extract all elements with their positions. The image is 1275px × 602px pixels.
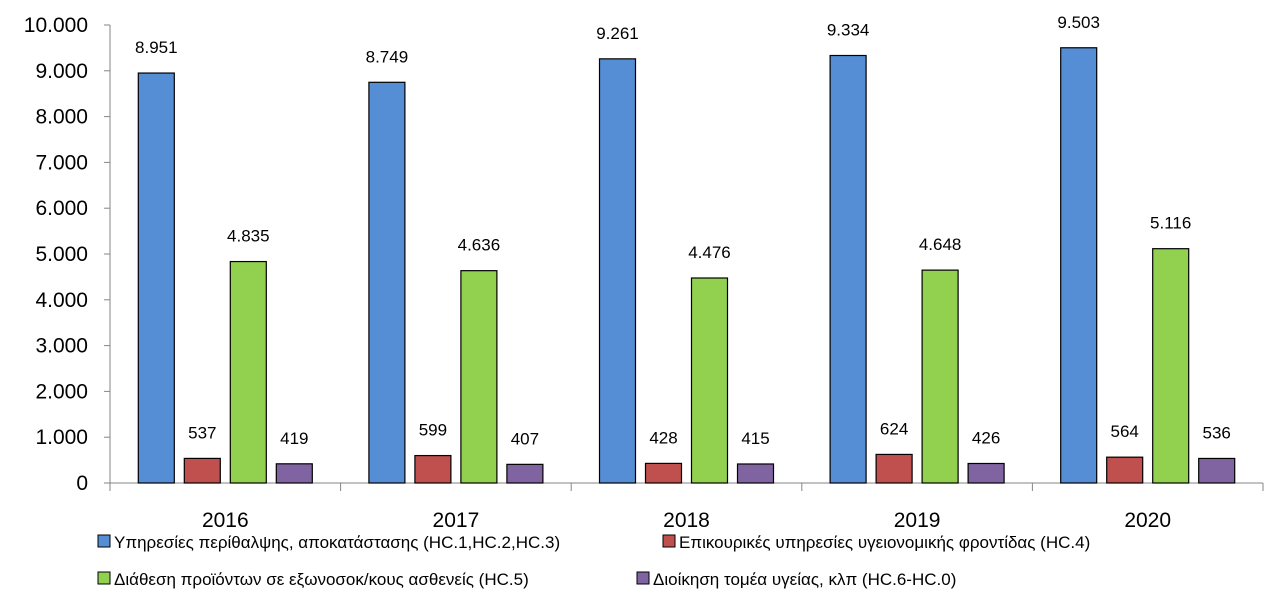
y-tick-label: 9.000 — [35, 60, 88, 83]
legend: Υπηρεσίες περίθαλψης, αποκατάστασης (HC.… — [97, 533, 1090, 589]
data-label: 419 — [280, 429, 308, 448]
legend-item: Επικουρικές υπηρεσίες υγειονομικής φροντ… — [662, 533, 1090, 552]
bar — [229, 260, 267, 484]
bar — [1152, 248, 1190, 484]
legend-label: Υπηρεσίες περίθαλψης, αποκατάστασης (HC.… — [114, 533, 560, 552]
bar — [275, 463, 313, 484]
bar — [829, 54, 867, 484]
bar — [506, 463, 544, 484]
data-label: 426 — [972, 428, 1000, 447]
data-label: 4.636 — [458, 236, 501, 255]
legend-label: Διοίκηση τομέα υγείας, κλπ (HC.6-HC.0) — [653, 570, 956, 589]
bar — [644, 462, 683, 484]
bar — [1060, 47, 1098, 484]
y-axis: 0 1.000 2.000 3.000 4.000 5.000 6.000 7.000 8.00… — [24, 14, 111, 495]
data-label: 4.648 — [919, 235, 962, 254]
y-tick-label: 2.000 — [35, 380, 88, 403]
bar — [368, 81, 406, 484]
data-label: 8.749 — [366, 47, 409, 66]
data-label: 415 — [741, 429, 769, 448]
bar — [1198, 457, 1236, 484]
bar — [460, 270, 498, 484]
legend-swatch — [97, 534, 111, 548]
data-label: 407 — [511, 429, 539, 448]
data-label: 5.116 — [1150, 214, 1191, 233]
y-tick-label: 10.000 — [24, 14, 88, 37]
data-label: 4.835 — [227, 227, 270, 246]
data-label: 537 — [188, 423, 216, 442]
y-tick-label: 0 — [76, 472, 88, 495]
data-label: 9.503 — [1057, 13, 1100, 32]
bar — [921, 269, 959, 484]
legend-label: Διάθεση προϊόντων σε εξωνοσοκ/κους ασθεν… — [114, 570, 529, 589]
legend-item: Διοίκηση τομέα υγείας, κλπ (HC.6-HC.0) — [636, 570, 956, 589]
legend-swatch — [97, 571, 111, 585]
x-tick-label: 2017 — [433, 509, 480, 532]
x-tick-label: 2018 — [663, 509, 710, 532]
data-label: 8.951 — [135, 38, 178, 57]
bar — [875, 453, 913, 484]
bar — [598, 58, 637, 484]
x-tick-label: 2016 — [202, 509, 249, 532]
y-tick-label: 5.000 — [35, 243, 88, 266]
bar — [1106, 456, 1144, 484]
data-label: 9.334 — [827, 21, 870, 40]
y-tick-label: 4.000 — [35, 289, 88, 312]
legend-item: Διάθεση προϊόντων σε εξωνοσοκ/κους ασθεν… — [97, 570, 529, 589]
x-tick-label: 2020 — [1124, 509, 1171, 532]
x-tick-label: 2019 — [894, 509, 941, 532]
bar — [690, 277, 729, 484]
y-tick-label: 7.000 — [35, 151, 88, 174]
data-label: 599 — [419, 421, 447, 440]
legend-swatch — [636, 571, 650, 585]
legend-item: Υπηρεσίες περίθαλψης, αποκατάστασης (HC.… — [97, 533, 560, 552]
data-label: 9.261 — [596, 24, 639, 43]
data-labels: 8.951 8.749 9.261 9.334 9.503 537 599 428 624 564… — [135, 13, 1231, 449]
y-tick-label: 1.000 — [35, 426, 88, 449]
legend-label: Επικουρικές υπηρεσίες υγειονομικής φροντ… — [679, 533, 1090, 552]
bar — [967, 462, 1005, 484]
bar — [736, 463, 775, 484]
data-label: 564 — [1111, 422, 1139, 441]
data-label: 536 — [1203, 423, 1231, 442]
legend-swatch — [662, 534, 676, 548]
bar — [414, 454, 452, 484]
y-tick-label: 6.000 — [35, 197, 88, 220]
bar — [183, 457, 221, 484]
x-axis: 2016 2017 2018 2019 2020 — [109, 482, 1264, 532]
data-label: 4.476 — [688, 243, 731, 262]
data-label: 624 — [880, 419, 908, 438]
bars — [137, 47, 1236, 484]
data-label: 428 — [649, 428, 677, 447]
y-tick-label: 8.000 — [35, 106, 88, 129]
y-tick-label: 3.000 — [35, 335, 88, 358]
bar — [137, 72, 175, 484]
